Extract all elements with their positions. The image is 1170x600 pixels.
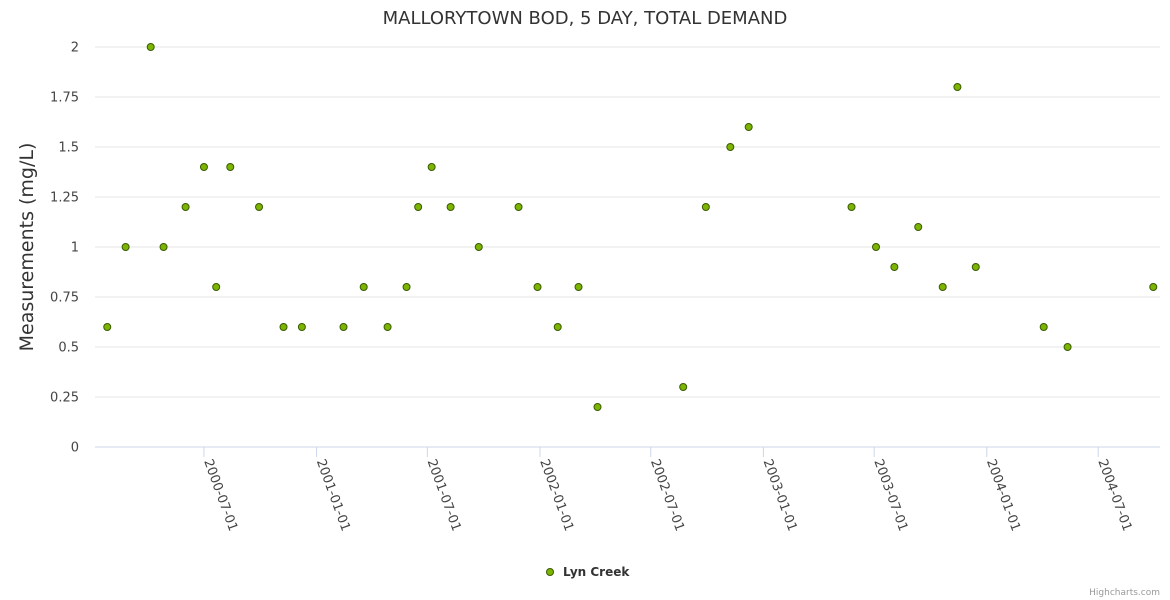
data-point[interactable]	[255, 203, 264, 211]
data-point[interactable]	[593, 403, 602, 411]
data-point[interactable]	[212, 283, 221, 291]
y-tick-label: 0.5	[58, 341, 79, 356]
data-point[interactable]	[103, 323, 112, 331]
data-point[interactable]	[1149, 283, 1158, 291]
data-point[interactable]	[181, 203, 190, 211]
data-point[interactable]	[279, 323, 288, 331]
data-point[interactable]	[914, 223, 923, 231]
x-tick-label: 2003-01-01	[760, 457, 800, 533]
data-point[interactable]	[847, 203, 856, 211]
credit-text[interactable]: Highcharts.com	[1089, 588, 1160, 598]
data-point[interactable]	[414, 203, 423, 211]
data-point[interactable]	[533, 283, 542, 291]
grid-lines	[95, 46, 1160, 398]
x-tick-label: 2002-07-01	[647, 457, 687, 533]
data-point[interactable]	[890, 263, 899, 271]
data-point[interactable]	[339, 323, 348, 331]
x-tick-label: 2002-01-01	[536, 457, 576, 533]
x-tick-label: 2003-07-01	[870, 457, 910, 533]
y-tick-label: 0	[71, 441, 79, 456]
y-tick-label: 1.5	[58, 141, 79, 156]
x-tick-label: 2004-01-01	[983, 457, 1023, 533]
data-point[interactable]	[938, 283, 947, 291]
data-point[interactable]	[383, 323, 392, 331]
data-point[interactable]	[726, 143, 735, 151]
chart-title: MALLORYTOWN BOD, 5 DAY, TOTAL DEMAND	[383, 8, 788, 29]
legend-marker-lyn-creek[interactable]	[546, 568, 554, 576]
x-tick-label: 2001-01-01	[313, 457, 353, 533]
data-point[interactable]	[474, 243, 483, 251]
data-point[interactable]	[121, 243, 130, 251]
data-point[interactable]	[971, 263, 980, 271]
x-axis-ticks: 2000-07-01 2001-01-01 2001-07-01 2002-01-01…	[200, 447, 1134, 533]
data-point[interactable]	[1063, 343, 1072, 351]
data-point[interactable]	[199, 163, 208, 171]
y-tick-label: 0.25	[50, 391, 79, 406]
data-point[interactable]	[574, 283, 583, 291]
data-point[interactable]	[402, 283, 411, 291]
y-axis-ticks: 0 0.25 0.5 0.75 1 1.25 1.5 1.75 2	[50, 41, 79, 456]
y-tick-label: 1	[71, 241, 79, 256]
x-tick-label: 2004-07-01	[1094, 457, 1134, 533]
data-point[interactable]	[297, 323, 306, 331]
data-point[interactable]	[226, 163, 235, 171]
data-point[interactable]	[514, 203, 523, 211]
data-point[interactable]	[679, 383, 688, 391]
y-tick-label: 2	[71, 41, 79, 56]
data-point[interactable]	[146, 43, 155, 51]
data-point[interactable]	[872, 243, 880, 251]
x-tick-label: 2001-07-01	[424, 457, 464, 533]
data-point[interactable]	[359, 283, 368, 291]
legend[interactable]: Lyn Creek	[546, 565, 631, 579]
series-lyn-creek	[103, 43, 1158, 411]
y-tick-label: 0.75	[50, 291, 79, 306]
y-axis-label: Measurements (mg/L)	[16, 143, 38, 352]
data-point[interactable]	[744, 123, 753, 131]
data-point[interactable]	[701, 203, 710, 211]
legend-label-lyn-creek[interactable]: Lyn Creek	[563, 565, 630, 579]
x-tick-label: 2000-07-01	[200, 457, 240, 533]
data-point[interactable]	[1039, 323, 1048, 331]
data-point[interactable]	[953, 83, 962, 91]
y-tick-label: 1.25	[50, 191, 79, 206]
data-point[interactable]	[159, 243, 168, 251]
data-point[interactable]	[427, 163, 436, 171]
data-point[interactable]	[446, 203, 455, 211]
data-point[interactable]	[553, 323, 562, 331]
y-tick-label: 1.75	[50, 91, 79, 106]
